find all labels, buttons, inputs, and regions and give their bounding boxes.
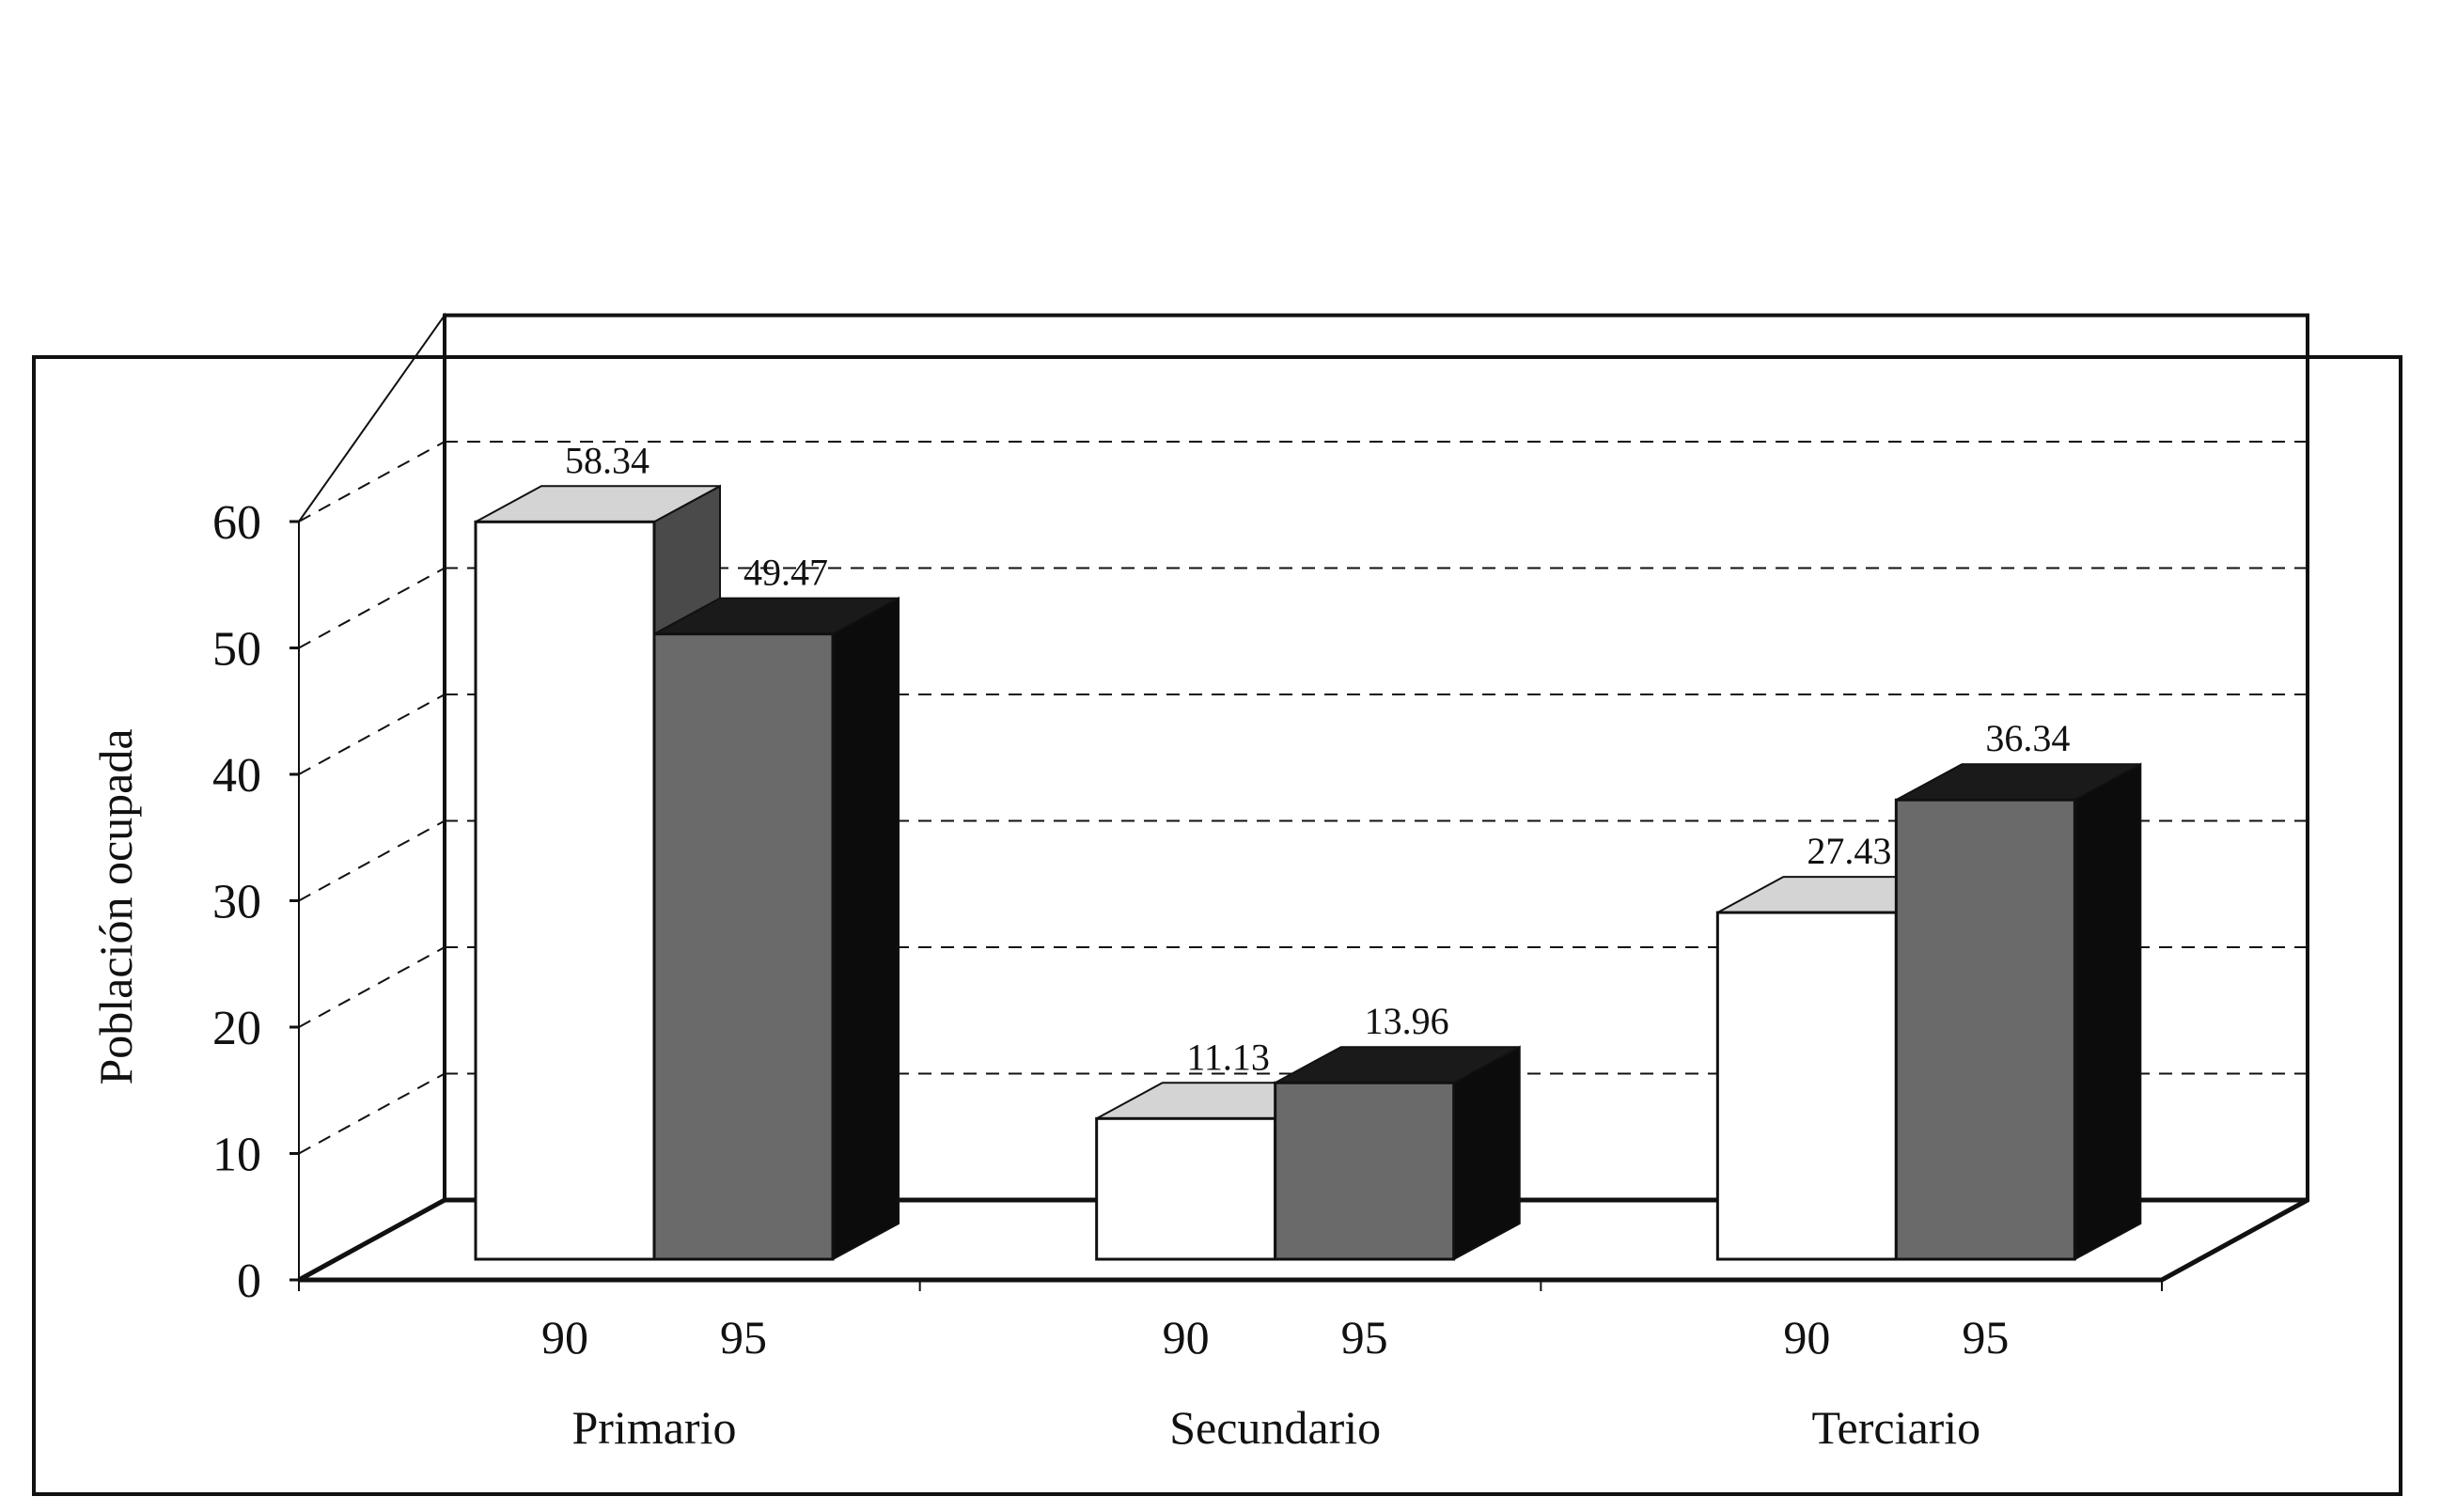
y-tick-label: 40	[212, 749, 261, 803]
bar	[1274, 1081, 1456, 1261]
y-tick-label: 10	[212, 1129, 261, 1182]
side-gridline	[298, 567, 446, 649]
bar	[652, 632, 835, 1261]
side-gridline	[298, 819, 446, 902]
x-tick-label: 90	[1163, 1311, 1210, 1364]
y-tick-label: 30	[212, 876, 261, 929]
x-tick-label: 95	[720, 1311, 767, 1364]
labels: 0 10 20 30 40 50 60 Población ocupada 58.34 90 49.…	[89, 439, 2070, 1454]
x-tick-label: 90	[541, 1311, 588, 1364]
category-label: Secundario	[1169, 1401, 1381, 1454]
y-tick-label: 50	[212, 623, 261, 677]
side-gridline	[298, 946, 446, 1028]
y-tick-label: 60	[212, 496, 261, 550]
chart-frame	[32, 355, 2402, 1496]
bar	[1715, 911, 1898, 1261]
data-label: 58.34	[565, 439, 649, 481]
side-wall	[298, 312, 446, 1282]
data-label: 27.43	[1807, 830, 1891, 872]
x-tick-label: 90	[1783, 1311, 1830, 1364]
side-gridline	[298, 1072, 446, 1155]
data-label: 49.47	[743, 552, 828, 594]
bar	[1894, 798, 2076, 1261]
data-label: 13.96	[1365, 1000, 1449, 1042]
data-label: 11.13	[1186, 1036, 1270, 1078]
category-label: Terciario	[1811, 1401, 1980, 1454]
x-tick-label: 95	[1962, 1311, 2009, 1364]
side-gridline	[298, 441, 446, 522]
bar-side	[1452, 1045, 1521, 1261]
x-tick-label: 95	[1341, 1311, 1388, 1364]
bar	[1095, 1116, 1277, 1261]
category-label: Primario	[572, 1401, 737, 1454]
bar	[474, 520, 656, 1261]
y-axis-title: Población ocupada	[89, 728, 142, 1084]
y-tick-label: 20	[212, 1002, 261, 1055]
bar-side	[832, 596, 900, 1261]
data-label: 36.34	[1985, 717, 2070, 759]
side-gridline	[298, 694, 446, 775]
y-tick-label: 0	[237, 1255, 261, 1308]
bar-side	[2074, 762, 2142, 1261]
bars	[474, 484, 2142, 1261]
